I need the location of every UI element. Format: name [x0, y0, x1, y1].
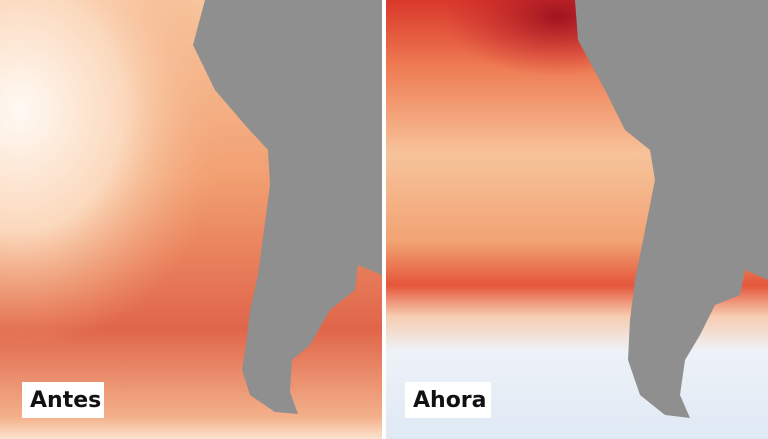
label-box [405, 382, 491, 418]
divider [382, 0, 386, 439]
label-box [22, 382, 104, 418]
panel-label: Ahora [413, 388, 487, 413]
panel-label: Antes [30, 388, 101, 413]
land [575, 0, 768, 418]
land [193, 0, 382, 414]
panel-now: Ahora [386, 0, 768, 439]
panel-before: Antes [0, 0, 382, 439]
